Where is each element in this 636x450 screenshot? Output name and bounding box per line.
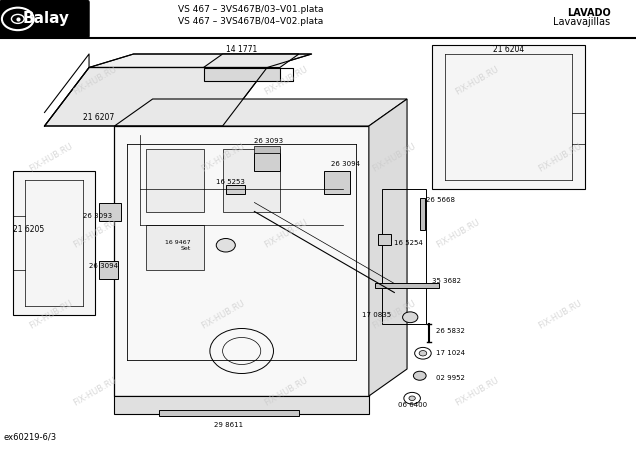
Text: 17 0835: 17 0835 [362,312,391,318]
Text: 26 3093: 26 3093 [254,138,284,144]
Text: 16 5253: 16 5253 [216,179,245,184]
Polygon shape [369,99,407,396]
Text: FIX-HUB.RU: FIX-HUB.RU [199,299,246,331]
Polygon shape [204,54,299,68]
Text: FIX-HUB.RU: FIX-HUB.RU [453,375,501,408]
Bar [254,153,280,171]
Text: FIX-HUB.RU: FIX-HUB.RU [434,218,481,250]
Text: 26 3093: 26 3093 [83,213,112,219]
Text: 21 6205: 21 6205 [13,225,44,234]
Polygon shape [13,171,95,315]
Text: FIX-HUB.RU: FIX-HUB.RU [536,141,583,174]
Polygon shape [89,54,312,68]
Text: 21 6204: 21 6204 [493,45,525,54]
Bar [226,184,245,194]
Text: 26 3094: 26 3094 [89,262,118,269]
Text: FIX-HUB.RU: FIX-HUB.RU [72,375,119,408]
Bar [99,261,118,279]
Text: 35 3682: 35 3682 [432,278,462,284]
Polygon shape [432,45,585,189]
Text: FIX-HUB.RU: FIX-HUB.RU [371,141,418,174]
Circle shape [419,351,427,356]
Bar [99,202,121,220]
Circle shape [216,238,235,252]
Text: 26 5832: 26 5832 [436,328,464,334]
Bar [324,171,350,194]
Text: FIX-HUB.RU: FIX-HUB.RU [27,141,74,174]
Bar [223,148,280,211]
Polygon shape [204,68,280,81]
Bar [382,189,426,324]
Text: FIX-HUB.RU: FIX-HUB.RU [199,141,246,174]
Text: FIX-HUB.RU: FIX-HUB.RU [371,299,418,331]
Text: 21 6207: 21 6207 [83,112,114,122]
Circle shape [403,312,418,323]
Text: 02 9952: 02 9952 [436,375,464,381]
Polygon shape [114,396,369,414]
Polygon shape [45,68,267,126]
Text: 17 1024: 17 1024 [436,350,465,356]
Text: 29 8611: 29 8611 [214,422,244,428]
Polygon shape [114,99,407,126]
Text: FIX-HUB.RU: FIX-HUB.RU [263,375,310,408]
Bar [146,225,204,270]
Text: Lavavajillas: Lavavajillas [553,17,611,27]
Text: FIX-HUB.RU: FIX-HUB.RU [27,299,74,331]
Bar [159,410,299,416]
Text: FIX-HUB.RU: FIX-HUB.RU [72,65,119,97]
Text: 14 1771: 14 1771 [226,45,258,54]
Bar [420,198,425,230]
Circle shape [413,371,426,380]
Text: 06 6400: 06 6400 [398,402,427,408]
Text: FIX-HUB.RU: FIX-HUB.RU [263,218,310,250]
Text: 26 3094: 26 3094 [331,161,360,166]
Text: 26 5668: 26 5668 [426,197,455,203]
Bar [254,146,280,153]
Bar [378,234,391,245]
Text: FIX-HUB.RU: FIX-HUB.RU [453,65,501,97]
Text: 16 9467
Set: 16 9467 Set [165,240,191,251]
Bar [375,283,439,288]
Text: FIX-HUB.RU: FIX-HUB.RU [72,218,119,250]
Text: FIX-HUB.RU: FIX-HUB.RU [536,299,583,331]
FancyBboxPatch shape [0,0,89,38]
Text: ex60219-6/3: ex60219-6/3 [3,432,57,441]
Text: FIX-HUB.RU: FIX-HUB.RU [263,65,310,97]
Circle shape [409,396,415,400]
Polygon shape [114,126,369,396]
Text: VS 467 – 3VS467B/03–V01.plata
VS 467 – 3VS467B/04–V02.plata: VS 467 – 3VS467B/03–V01.plata VS 467 – 3… [178,5,324,27]
Bar [146,148,204,211]
Text: 16 5254: 16 5254 [394,240,423,246]
Text: LAVADO: LAVADO [567,8,611,18]
Text: Balay: Balay [22,11,69,27]
